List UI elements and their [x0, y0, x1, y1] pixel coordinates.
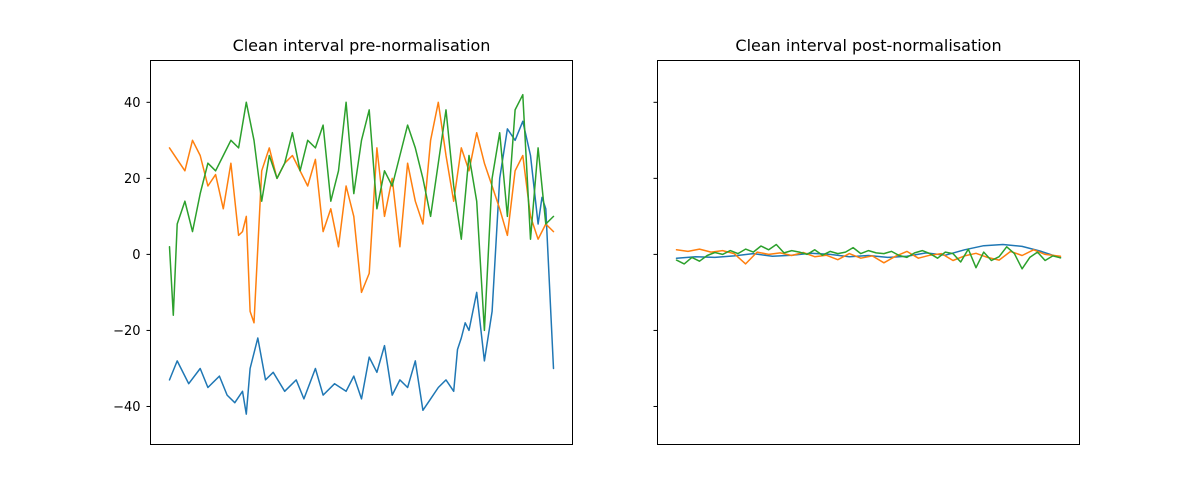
series-line-0 — [675, 243, 1062, 259]
axes-frame — [657, 60, 1080, 445]
y-axis — [653, 101, 658, 407]
y-tick-label: −40 — [113, 400, 140, 415]
series-group — [168, 93, 555, 415]
y-tick-label: 20 — [124, 172, 141, 187]
pre-normalisation-panel: Clean interval pre-normalisation −40 −20 0… — [113, 36, 573, 445]
plot-area-1 — [675, 243, 1062, 270]
series-group — [675, 243, 1062, 270]
y-tick-label: 40 — [124, 96, 141, 111]
series-line-0 — [168, 120, 555, 415]
y-axis: −40 −20 0 20 40 — [113, 96, 151, 415]
chart-title: Clean interval post-normalisation — [735, 36, 1001, 55]
y-tick-label: 0 — [132, 248, 140, 263]
y-tick-label: −20 — [113, 324, 140, 339]
plot-area-0 — [168, 93, 555, 415]
axes-frame — [150, 60, 573, 445]
series-line-2 — [168, 93, 555, 332]
chart-title: Clean interval pre-normalisation — [233, 36, 491, 55]
series-line-1 — [168, 101, 555, 324]
post-normalisation-panel: Clean interval post-normalisation — [653, 36, 1080, 445]
series-line-2 — [675, 243, 1062, 270]
